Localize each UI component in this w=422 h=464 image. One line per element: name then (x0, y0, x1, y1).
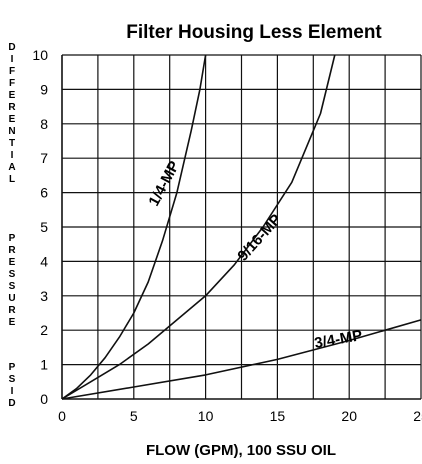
series-line-1 (61, 54, 336, 400)
y-tick-label: 0 (40, 391, 48, 407)
x-tick-label: 15 (270, 408, 286, 424)
y-axis-label-letter: S (9, 374, 16, 385)
y-axis-label-letter: A (8, 162, 15, 173)
x-tick-labels: 0 5 10 15 20 25 (58, 408, 422, 424)
x-tick-label: 20 (341, 408, 357, 424)
x-tick-label: 10 (198, 408, 214, 424)
y-axis-label-letter: I (11, 386, 14, 397)
x-axis-label: FLOW (GPM), 100 SSU OIL (146, 442, 336, 459)
y-axis-label-letter: D (8, 42, 15, 53)
y-axis-label-letter: P (9, 362, 16, 373)
x-tick-label: 0 (58, 408, 66, 424)
y-axis-label-letter: D (8, 398, 15, 409)
series-line-2 (61, 319, 422, 400)
y-axis-label-letter: U (8, 293, 15, 304)
chart-title: Filter Housing Less Element (126, 22, 382, 43)
y-tick-label: 1 (40, 357, 48, 373)
series-lines (61, 54, 422, 400)
y-axis-label-letter: S (9, 269, 16, 280)
y-axis-label-letter: E (9, 257, 16, 268)
y-tick-label: 5 (40, 219, 48, 235)
y-axis-label-letter: E (9, 114, 16, 125)
y-axis-label-letter: R (8, 245, 16, 256)
y-tick-label: 4 (40, 253, 48, 269)
y-axis-label-letter: T (9, 138, 15, 149)
y-axis-label-letter: F (9, 66, 15, 77)
y-axis-label-letter: R (8, 305, 16, 316)
y-axis-label-letter: L (9, 174, 15, 185)
y-tick-label: 7 (40, 150, 48, 166)
y-tick-label: 6 (40, 185, 48, 201)
y-tick-labels: 0 1 2 3 4 5 6 7 8 9 10 (32, 47, 48, 407)
y-axis-label-letter: N (8, 126, 15, 137)
y-axis-label-letter: S (9, 281, 16, 292)
x-tick-label: 25 (413, 408, 422, 424)
y-axis-label-letter: E (9, 317, 16, 328)
y-tick-label: 9 (40, 81, 48, 97)
y-axis-label-letter: P (9, 233, 16, 244)
x-tick-label: 5 (130, 408, 138, 424)
y-axis-label-letter: I (11, 150, 14, 161)
y-tick-label: 10 (32, 47, 48, 63)
y-tick-label: 2 (40, 322, 48, 338)
y-axis-label-letter: R (8, 102, 16, 113)
y-axis-label-letter: I (11, 54, 14, 65)
y-tick-label: 8 (40, 116, 48, 132)
grid (61, 54, 422, 400)
series-label: 1/4-MP (145, 158, 183, 209)
y-axis-label-letter: F (9, 78, 15, 89)
y-tick-label: 3 (40, 288, 48, 304)
series-line-0 (61, 54, 207, 400)
y-axis-label-letter: E (9, 90, 16, 101)
